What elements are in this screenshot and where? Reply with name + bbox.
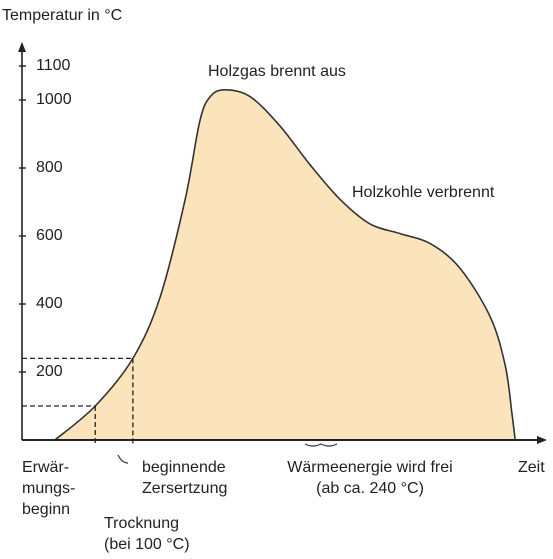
y-tick-label: 600 bbox=[36, 227, 63, 244]
y-tick-label: 400 bbox=[36, 295, 63, 312]
y-axis-arrow bbox=[18, 42, 26, 52]
x-axis-arrow bbox=[537, 436, 547, 444]
y-tick-label: 1100 bbox=[36, 57, 71, 74]
annotation: mungs- bbox=[22, 480, 75, 497]
annotation: Trocknung bbox=[104, 515, 179, 532]
area bbox=[52, 88, 517, 441]
annotation: beginn bbox=[22, 501, 70, 518]
annotation: Holzgas brennt aus bbox=[208, 63, 346, 80]
annotation: beginnende bbox=[142, 459, 226, 476]
annotation: Holzkohle verbrennt bbox=[352, 184, 495, 201]
annotation: Erwär- bbox=[22, 459, 69, 476]
label-curl bbox=[117, 454, 129, 464]
x-axis-label: Zeit bbox=[518, 459, 545, 476]
label-brace bbox=[304, 443, 338, 447]
y-tick-label: 800 bbox=[36, 159, 63, 176]
y-tick-label: 1000 bbox=[36, 91, 72, 108]
annotation: Zersertzung bbox=[142, 480, 227, 497]
annotation: (bei 100 °C) bbox=[104, 536, 190, 553]
annotation: Wärmeenergie wird frei bbox=[287, 459, 452, 476]
y-axis-label: Temperatur in °C bbox=[2, 7, 122, 24]
y-tick-label: 200 bbox=[36, 363, 63, 380]
annotation: (ab ca. 240 °C) bbox=[316, 480, 424, 497]
